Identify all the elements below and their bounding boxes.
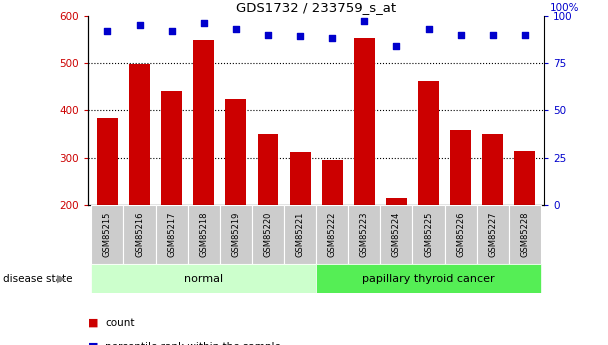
Text: GSM85225: GSM85225 [424,212,433,257]
Bar [161,91,182,205]
Bar [381,205,412,264]
Text: ■: ■ [88,318,98,327]
Bar [91,205,123,264]
Bar [156,205,188,264]
Text: papillary thyroid cancer: papillary thyroid cancer [362,274,495,284]
Bar [316,264,541,293]
Text: GSM85222: GSM85222 [328,212,337,257]
Bar [193,40,214,205]
Text: GSM85220: GSM85220 [263,212,272,257]
Bar [386,198,407,205]
Title: GDS1732 / 233759_s_at: GDS1732 / 233759_s_at [236,1,396,14]
Point [520,32,530,37]
Text: count: count [105,318,135,327]
Bar [348,205,381,264]
Text: GSM85219: GSM85219 [232,212,240,257]
Bar [226,99,246,205]
Point [167,28,176,33]
Text: percentile rank within the sample: percentile rank within the sample [105,342,281,345]
Text: ▶: ▶ [57,274,65,284]
Bar [477,205,509,264]
Bar [220,205,252,264]
Point [103,28,112,33]
Text: GSM85223: GSM85223 [360,212,369,257]
Bar [316,205,348,264]
Text: 100%: 100% [550,3,579,13]
Text: GSM85218: GSM85218 [199,212,209,257]
Bar [188,205,220,264]
Bar [258,134,278,205]
Point [263,32,273,37]
Text: normal: normal [184,274,223,284]
Text: GSM85215: GSM85215 [103,212,112,257]
Bar [514,151,535,205]
Bar [284,205,316,264]
Bar [444,205,477,264]
Bar [91,264,316,293]
Text: GSM85228: GSM85228 [520,212,530,257]
Bar [322,160,343,205]
Bar [123,205,156,264]
Point [359,19,369,24]
Point [135,22,145,28]
Text: GSM85227: GSM85227 [488,212,497,257]
Text: GSM85216: GSM85216 [135,212,144,257]
Point [424,26,434,32]
Point [295,34,305,39]
Point [488,32,497,37]
Bar [412,205,444,264]
Text: GSM85226: GSM85226 [456,212,465,257]
Bar [252,205,284,264]
Text: disease state: disease state [3,274,72,284]
Bar [418,81,439,205]
Point [456,32,466,37]
Text: GSM85221: GSM85221 [295,212,305,257]
Bar [289,152,311,205]
Bar [509,205,541,264]
Text: GSM85224: GSM85224 [392,212,401,257]
Text: ■: ■ [88,342,98,345]
Text: GSM85217: GSM85217 [167,212,176,257]
Bar [482,134,503,205]
Bar [354,38,375,205]
Point [199,20,209,26]
Bar [129,64,150,205]
Bar [451,130,471,205]
Bar [97,118,118,205]
Point [327,36,337,41]
Point [392,43,401,49]
Point [231,26,241,32]
